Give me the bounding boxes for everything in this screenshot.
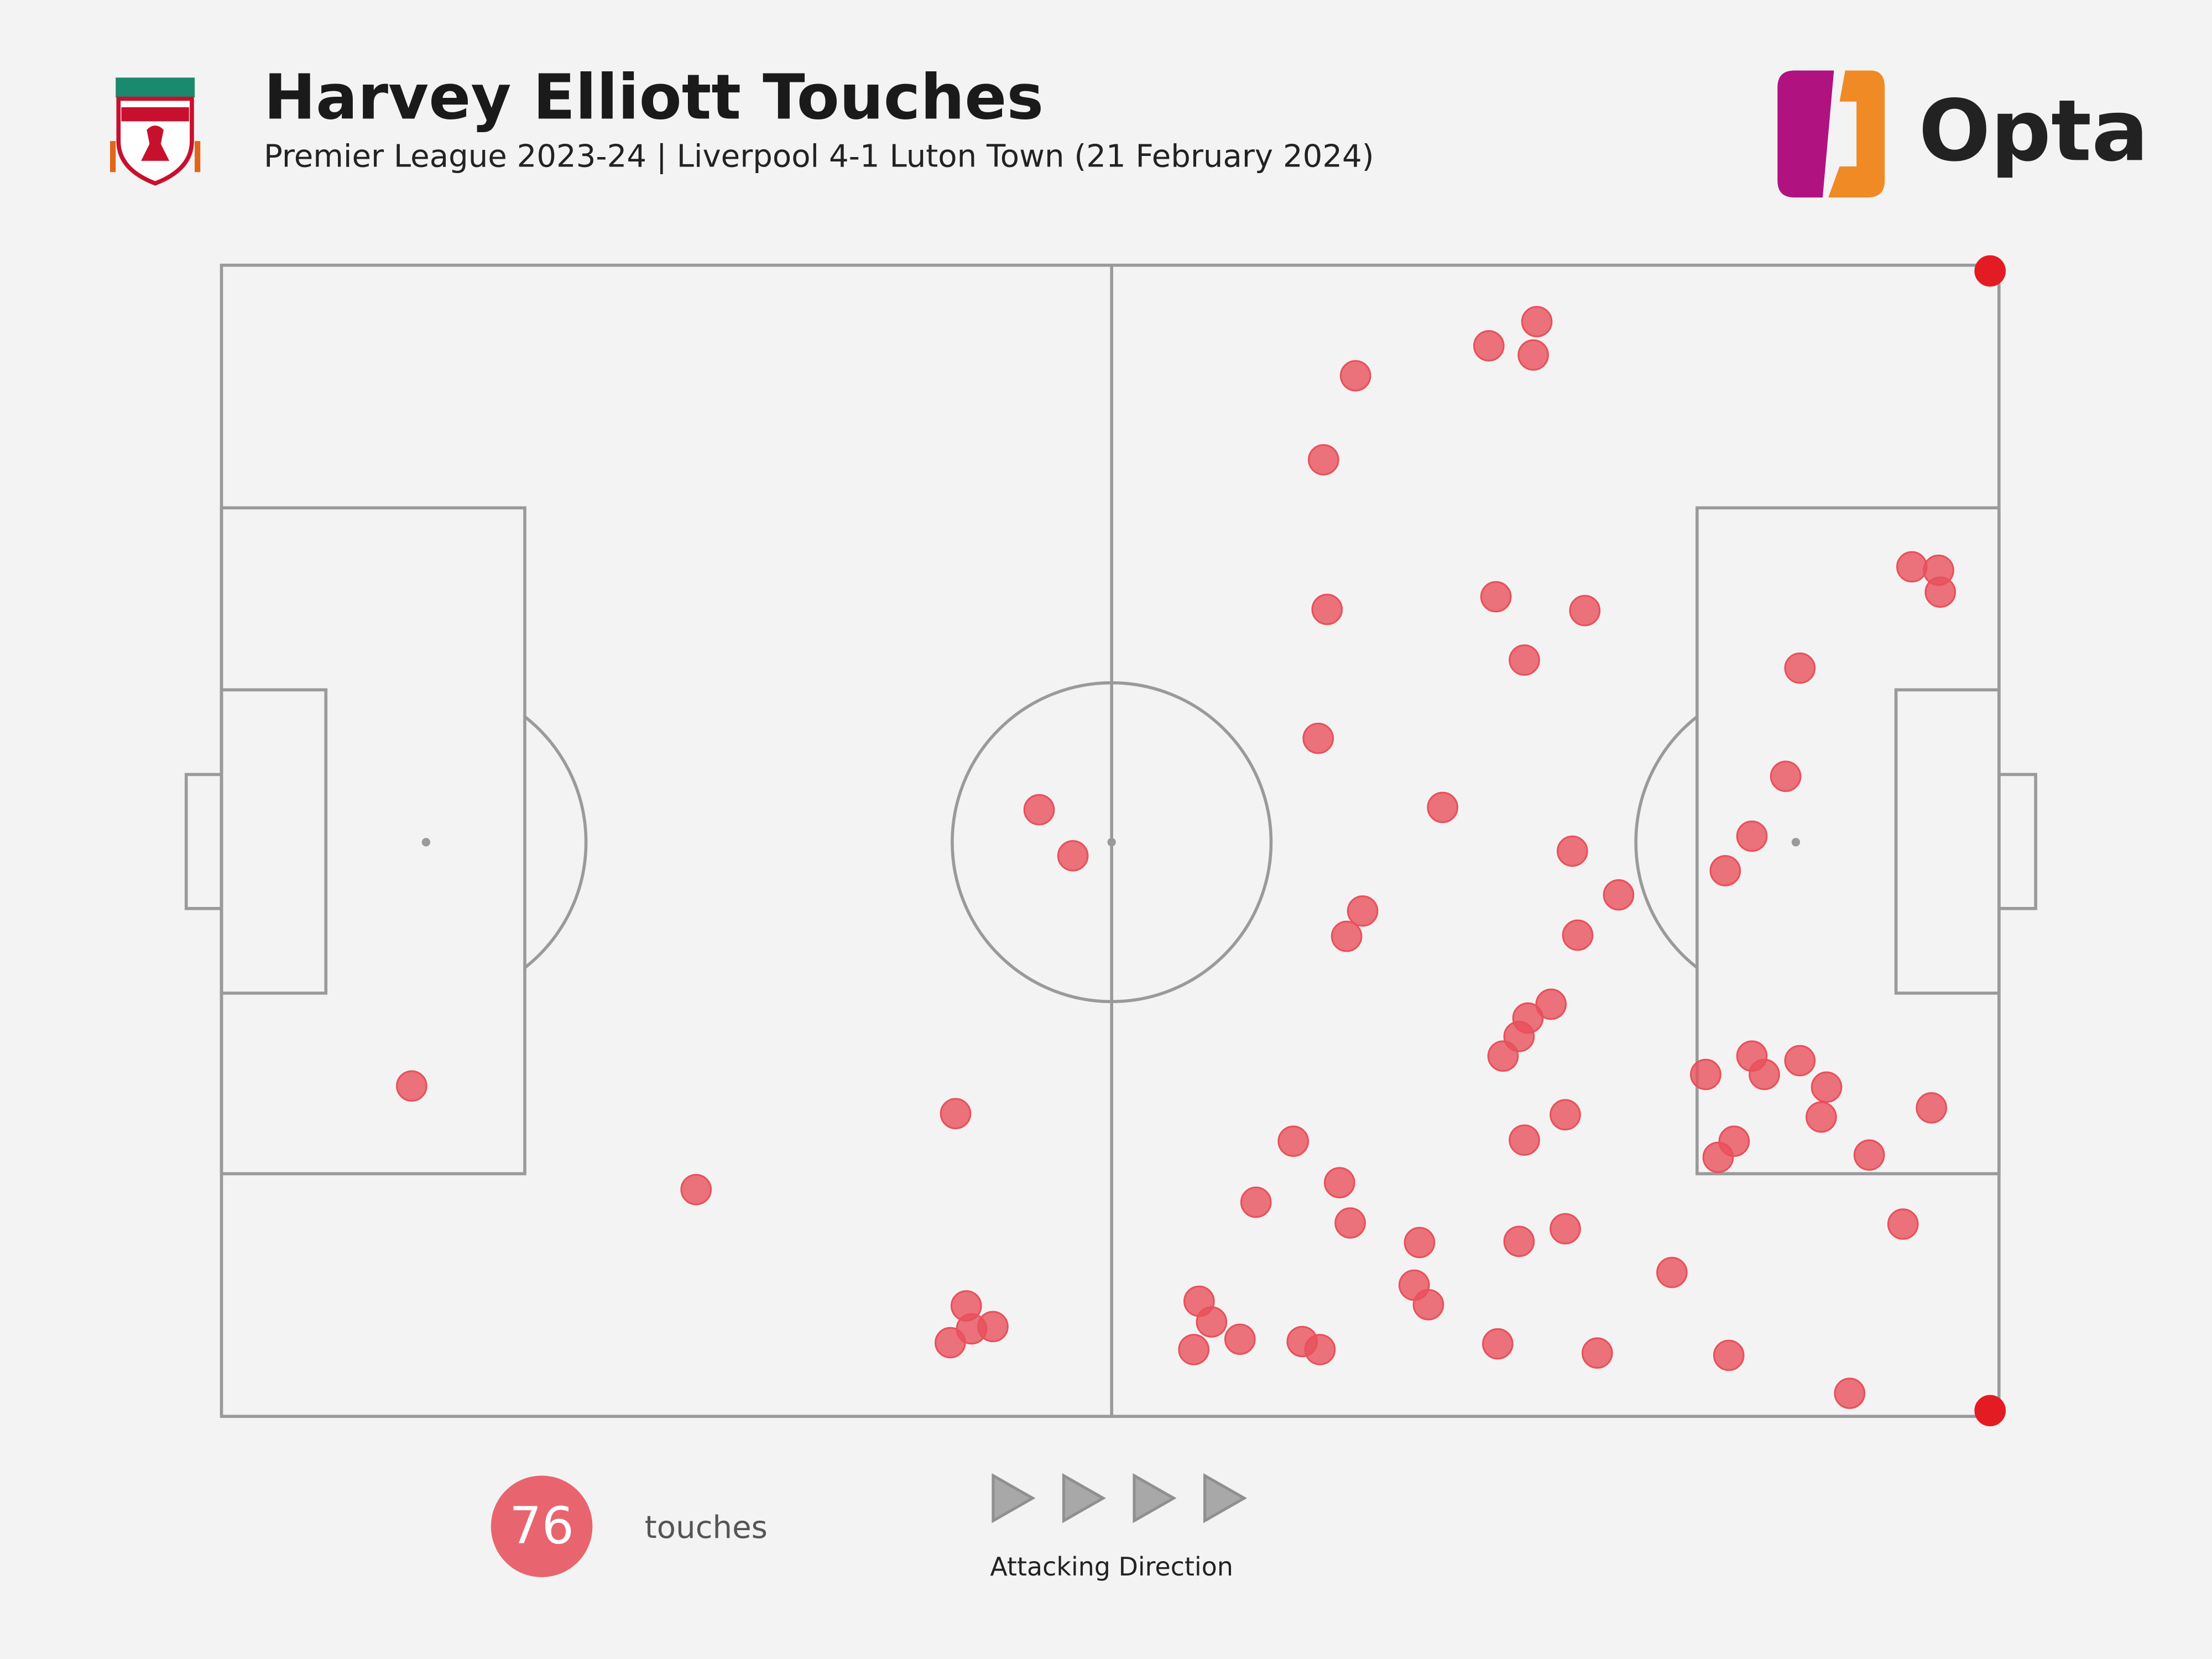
touch-point <box>1412 1288 1444 1321</box>
touch-point <box>1521 306 1553 337</box>
touch-point <box>1916 1092 1947 1124</box>
touch-point <box>1482 1328 1514 1360</box>
touch-point <box>1023 794 1055 826</box>
touch-point <box>1224 1323 1256 1355</box>
touch-point <box>1277 1125 1310 1157</box>
touch-point <box>935 1327 966 1359</box>
direction-label: Attacking Direction <box>990 1552 1233 1582</box>
touch-point <box>1178 1334 1210 1365</box>
touch-point <box>1311 593 1343 625</box>
touch-point <box>1427 791 1459 823</box>
touch-point <box>1784 652 1816 684</box>
touch-point <box>1557 835 1588 867</box>
touch-point <box>1404 1227 1436 1259</box>
touch-point <box>1749 1058 1780 1091</box>
touch-point <box>1509 1124 1540 1156</box>
touch-point <box>1509 644 1540 676</box>
touch-point <box>1196 1306 1228 1338</box>
pitch <box>184 263 2037 1418</box>
touch-point <box>1690 1058 1721 1091</box>
touch-point <box>1974 1395 2006 1427</box>
direction-arrows <box>992 1473 1248 1524</box>
chart-title: Harvey Elliott Touches <box>264 61 1044 133</box>
touch-point <box>1302 722 1334 754</box>
touch-point <box>1308 444 1339 476</box>
touch-point <box>1896 551 1928 583</box>
legend-marker <box>491 1475 593 1578</box>
touch-point <box>1887 1208 1919 1240</box>
touch-point <box>1924 576 1957 608</box>
touch-point <box>1736 820 1768 852</box>
touch-point <box>1517 339 1549 371</box>
touch-point <box>1811 1071 1843 1103</box>
touch-point <box>1550 1099 1581 1131</box>
touch-point <box>1473 330 1505 362</box>
touch-point <box>1974 255 2006 287</box>
touch-point <box>1487 1040 1519 1072</box>
touch-point <box>1535 988 1567 1020</box>
touch-point <box>1562 919 1594 951</box>
touch-point <box>1347 895 1379 927</box>
touch-point <box>1550 1213 1581 1245</box>
touch-point <box>1334 1207 1366 1239</box>
touch-point <box>1331 920 1363 952</box>
touch-point <box>1784 1045 1816 1077</box>
touch-count: 76 <box>509 1496 574 1556</box>
touch-point <box>1057 840 1089 872</box>
touch-point <box>396 1070 427 1102</box>
brand-logo: Opta <box>1777 70 2148 198</box>
touch-point <box>1656 1256 1688 1288</box>
touch-point <box>1806 1101 1837 1133</box>
touch-point <box>1702 1141 1734 1173</box>
touch-point <box>1834 1378 1866 1409</box>
brand-name: Opta <box>1918 82 2148 180</box>
chart-subtitle: Premier League 2023-24 | Liverpool 4-1 L… <box>264 138 1374 174</box>
touch-point <box>1503 1225 1535 1258</box>
touch-point <box>1569 594 1601 627</box>
touch-point <box>1339 360 1371 392</box>
touch-point <box>1853 1139 1885 1171</box>
legend-label: touches <box>645 1510 768 1546</box>
touch-point <box>1304 1334 1336 1365</box>
touch-point <box>1240 1186 1272 1218</box>
club-crest <box>109 77 201 186</box>
touch-point <box>680 1173 712 1206</box>
touch-point <box>1709 855 1741 886</box>
touch-point <box>940 1098 972 1130</box>
touch-point <box>977 1311 1009 1343</box>
touch-point <box>1713 1339 1745 1371</box>
touch-point <box>1603 879 1635 911</box>
touch-point <box>1480 581 1512 613</box>
touch-point <box>1582 1337 1613 1369</box>
touch-point <box>1770 760 1802 792</box>
touch-point <box>1323 1167 1355 1198</box>
